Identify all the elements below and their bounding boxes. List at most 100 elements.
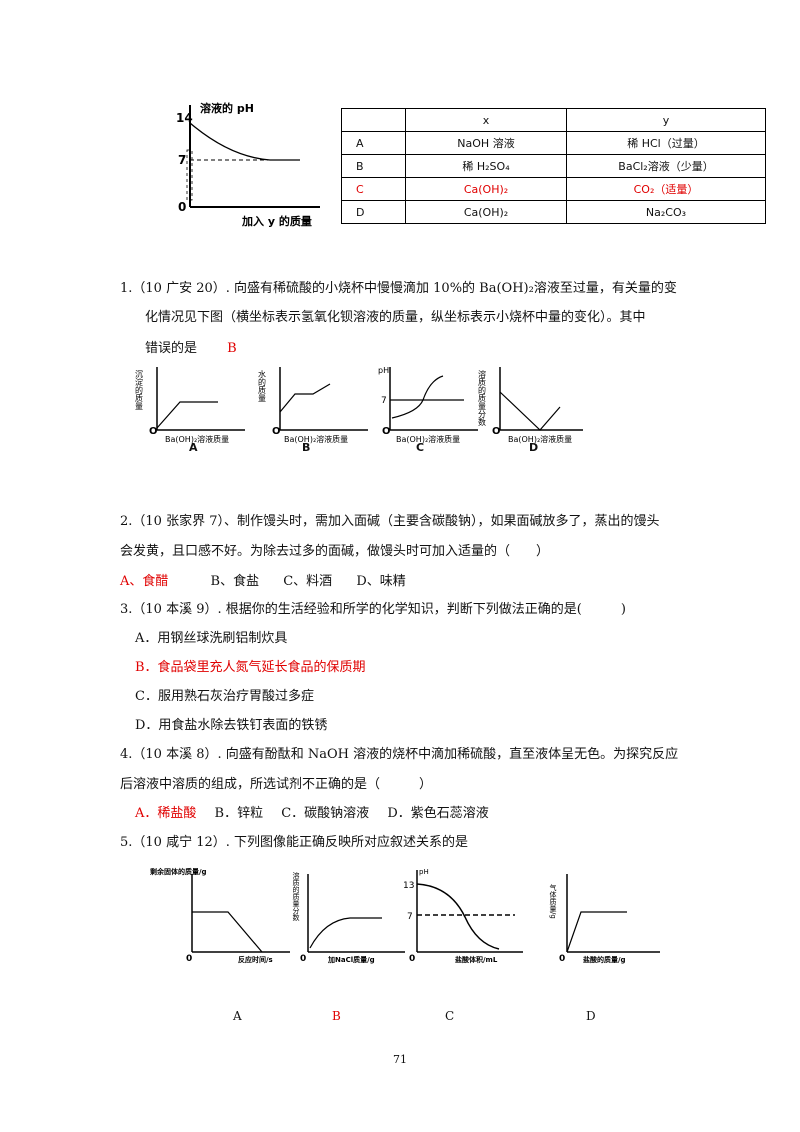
xlabel: 加NaCl质量/g [327, 955, 375, 964]
curve [192, 911, 263, 953]
table-cell: 稀 HCl（过量） [566, 131, 766, 155]
q4-options: A．稀盐酸 B．锌粒 C．碳酸钠溶液 D．紫色石蕊溶液 [135, 802, 489, 821]
q2-options: A、食醋 B、食盐 C、料酒 D、味精 [120, 570, 406, 589]
q5-graph-a: 0 剩余固体的质量/g 反应时间/s [150, 867, 290, 964]
table-cell: 稀 H₂SO₄ [405, 154, 567, 178]
table-cell: Na₂CO₃ [566, 200, 766, 224]
origin-label: 0 [559, 954, 565, 964]
ylabel: pH [378, 366, 389, 375]
xlabel: 盐酸的质量/g [583, 955, 626, 964]
q5-graph-d-label: D [586, 1009, 596, 1023]
q1-graph-a-label: A [189, 441, 198, 454]
q5-graph-b-label: B [332, 1009, 341, 1023]
q3-option-d: D．用食盐水除去铁钉表面的铁锈 [135, 718, 328, 733]
table-cell: CO₂（适量） [566, 177, 766, 201]
q5-graph-c: 13 7 0 pH 盐酸体积/mL [403, 868, 523, 964]
ylabel: 溶质的质量分数 [478, 369, 487, 427]
table-cell: y [566, 108, 766, 132]
q1-line3: 错误的是 B [145, 337, 237, 356]
origin-label: O [272, 426, 281, 437]
q5-graph-c-label: C [445, 1009, 455, 1023]
q5-graph-d: 0 气体质量/g 盐酸的质量/g [549, 874, 660, 964]
q1-graph-d: O Ba(OH)₂溶液质量 溶质的质量分数 [478, 367, 583, 444]
table-cell: C [341, 177, 406, 201]
xlabel: 盐酸体积/mL [455, 955, 498, 964]
q1-answer: B [227, 341, 237, 356]
q2-line1: 2.（10 张家界 7）、制作馒头时，需加入面碱（主要含碳酸钠），如果面碱放多了… [120, 514, 660, 529]
origin-label: O [492, 426, 501, 437]
curve [156, 401, 218, 429]
ylabel: 水的质量 [258, 369, 267, 402]
table-row-highlight: C Ca(OH)₂ CO₂（适量） [341, 177, 766, 201]
tick-13: 13 [403, 881, 414, 891]
tick-7: 7 [381, 396, 387, 406]
xlabel: Ba(OH)₂溶液质量 [396, 434, 460, 444]
q1-line1: 1.（10 广安 20）. 向盛有稀硫酸的小烧杯中慢慢滴加 10%的 Ba(OH… [120, 281, 677, 296]
ylabel: 溶质的质量分数 [292, 871, 300, 922]
q4-option-c: C．碳酸钠溶液 [281, 806, 370, 821]
table-cell: x [405, 108, 567, 132]
xlabel: Ba(OH)₂溶液质量 [165, 434, 229, 444]
curve [566, 911, 627, 953]
q2-option-c: C、料酒 [283, 574, 333, 589]
table-cell: B [341, 154, 406, 178]
q1-line3-text: 错误的是 [145, 341, 198, 356]
curve [279, 383, 331, 413]
q1-graph-b: O Ba(OH)₂溶液质量 水的质量 [258, 367, 368, 444]
table-row: D Ca(OH)₂ Na₂CO₃ [341, 200, 766, 224]
q4-option-b: B．锌粒 [214, 806, 264, 821]
table-cell: A [341, 131, 406, 155]
top-graph-ylabel: 溶液的 pH [200, 101, 254, 115]
q3-line1: 3.（10 本溪 9）. 根据你的生活经验和所学的化学知识，判断下列做法正确的是… [120, 602, 626, 617]
tick-0: 0 [178, 200, 186, 214]
q4-option-a: A．稀盐酸 [135, 806, 197, 821]
tick-7: 7 [407, 912, 413, 922]
xlabel: 反应时间/s [238, 955, 273, 964]
q4-option-d: D．紫色石蕊溶液 [387, 806, 489, 821]
table-row: A NaOH 溶液 稀 HCl（过量） [341, 131, 766, 155]
table-cell: Ca(OH)₂ [405, 177, 567, 201]
q4-line2: 后溶液中溶质的组成，所选试剂不正确的是（ ） [120, 777, 433, 792]
ylabel: 剩余固体的质量/g [150, 867, 207, 876]
q5-line1: 5.（10 咸宁 12）. 下列图像能正确反映所对应叙述关系的是 [120, 835, 469, 850]
ph-curve [189, 122, 300, 161]
xlabel: Ba(OH)₂溶液质量 [284, 434, 348, 444]
table-cell: NaOH 溶液 [405, 131, 567, 155]
q2-option-b: B、食盐 [210, 574, 260, 589]
q3-option-c: C．服用熟石灰治疗胃酸过多症 [135, 689, 314, 704]
ylabel: 气体质量/g [549, 883, 557, 919]
q2-option-d: D、味精 [356, 574, 406, 589]
q1-graph-a: O Ba(OH)₂溶液质量 沉淀的质量 [135, 367, 245, 444]
q1-graph-c-label: C [416, 441, 425, 454]
curve [309, 917, 382, 949]
q1-graph-d-label: D [529, 441, 539, 454]
q3-option-b: B．食品袋里充人氮气延长食品的保质期 [135, 660, 366, 675]
q5-graph-a-label: A [233, 1009, 242, 1023]
origin-label: 0 [409, 954, 415, 964]
top-ph-graph: 14 7 0 溶液的 pH 加入 y 的质量 [176, 101, 320, 228]
tick-7: 7 [178, 153, 186, 167]
origin-label: O [382, 426, 391, 437]
tick-14: 14 [176, 111, 193, 125]
q5-graph-b: 0 溶质的质量分数 加NaCl质量/g [292, 871, 405, 964]
origin-label: 0 [186, 954, 192, 964]
ylabel: 沉淀的质量 [135, 370, 144, 410]
origin-label: O [149, 426, 158, 437]
table-row: B 稀 H₂SO₄ BaCl₂溶液（少量） [341, 154, 766, 178]
q4-line1: 4.（10 本溪 8）. 向盛有酚酞和 NaOH 溶液的烧杯中滴加稀硫酸，直至液… [120, 747, 679, 762]
q1-graph-b-label: B [302, 441, 311, 454]
xy-table: x y A NaOH 溶液 稀 HCl（过量） B 稀 H₂SO₄ BaCl₂溶… [341, 108, 766, 224]
table-cell: D [341, 200, 406, 224]
table-cell: BaCl₂溶液（少量） [566, 154, 766, 178]
table-header-row: x y [341, 108, 766, 132]
ylabel: pH [419, 868, 429, 876]
top-graph-xlabel: 加入 y 的质量 [241, 214, 312, 228]
page-number: 71 [393, 1053, 407, 1066]
q3-option-a: A．用钢丝球洗刷铝制炊具 [135, 631, 288, 646]
table-cell [341, 108, 406, 132]
q1-line2: 化情况见下图（横坐标表示氢氧化钡溶液的质量，纵坐标表示小烧杯中量的变化）。其中 [145, 310, 646, 325]
curve [416, 883, 500, 950]
q2-option-a: A、食醋 [120, 574, 169, 589]
xlabel: Ba(OH)₂溶液质量 [508, 434, 572, 444]
origin-label: 0 [300, 954, 306, 964]
